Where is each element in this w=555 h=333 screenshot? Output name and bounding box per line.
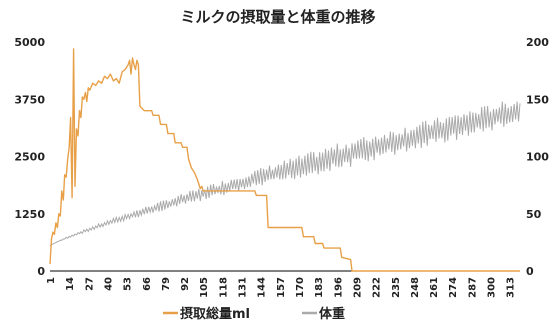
x-tick-label: 66	[142, 277, 153, 291]
x-tick-label: 196	[333, 277, 344, 298]
y-right-tick-label: 150	[526, 93, 549, 106]
plot-area	[49, 48, 521, 272]
x-tick-label: 118	[218, 277, 229, 298]
x-tick-label: 287	[467, 277, 478, 298]
x-tick-label: 79	[161, 277, 172, 291]
chart-title: ミルクの摂取量と体重の推移	[180, 8, 375, 26]
x-tick-label: 144	[257, 277, 268, 298]
legend-label-weight: 体重	[319, 306, 345, 322]
x-tick-label: 300	[487, 277, 498, 298]
legend: 摂取総量ml 体重	[163, 306, 345, 322]
x-tick-label: 261	[429, 277, 440, 298]
x-tick-label: 105	[199, 277, 210, 298]
x-tick-label: 40	[103, 277, 114, 291]
y-right-tick-label: 0	[526, 265, 534, 278]
y-right-tick-label: 50	[526, 208, 542, 221]
series-line-intake	[49, 48, 520, 272]
x-tick-label: 209	[352, 277, 363, 298]
x-tick-label: 274	[448, 277, 459, 298]
y-axis-right: 0 50 100 150 200	[526, 36, 549, 278]
x-tick-label: 248	[410, 277, 421, 298]
x-tick-label: 313	[506, 277, 517, 298]
x-tick-label: 183	[314, 277, 325, 298]
y-left-tick-label: 0	[37, 265, 45, 278]
x-tick-label: 53	[123, 277, 134, 291]
x-tick-label: 92	[180, 277, 191, 291]
y-left-tick-label: 5000	[14, 36, 45, 49]
x-tick-label: 235	[391, 277, 402, 298]
legend-label-intake: 摂取総量ml	[180, 306, 250, 322]
x-tick-label: 27	[84, 277, 95, 291]
y-right-tick-label: 200	[526, 36, 549, 49]
y-right-tick-label: 100	[526, 151, 549, 164]
x-tick-label: 131	[238, 277, 249, 298]
x-tick-label: 14	[65, 277, 76, 291]
x-tick-label: 222	[372, 277, 383, 298]
x-tick-label: 1	[46, 277, 57, 284]
y-axis-left: 0 1250 2500 3750 5000	[14, 36, 45, 278]
x-axis: 1 14 27 40 53 66 79 92 105 118 131 144 157 170 183 196 2…	[46, 277, 517, 298]
y-left-tick-label: 1250	[14, 208, 45, 221]
x-tick-label: 170	[295, 277, 306, 298]
x-tick-label: 157	[276, 277, 287, 298]
y-left-tick-label: 3750	[14, 93, 45, 106]
y-left-tick-label: 2500	[14, 151, 45, 164]
series-line-weight	[49, 101, 521, 247]
